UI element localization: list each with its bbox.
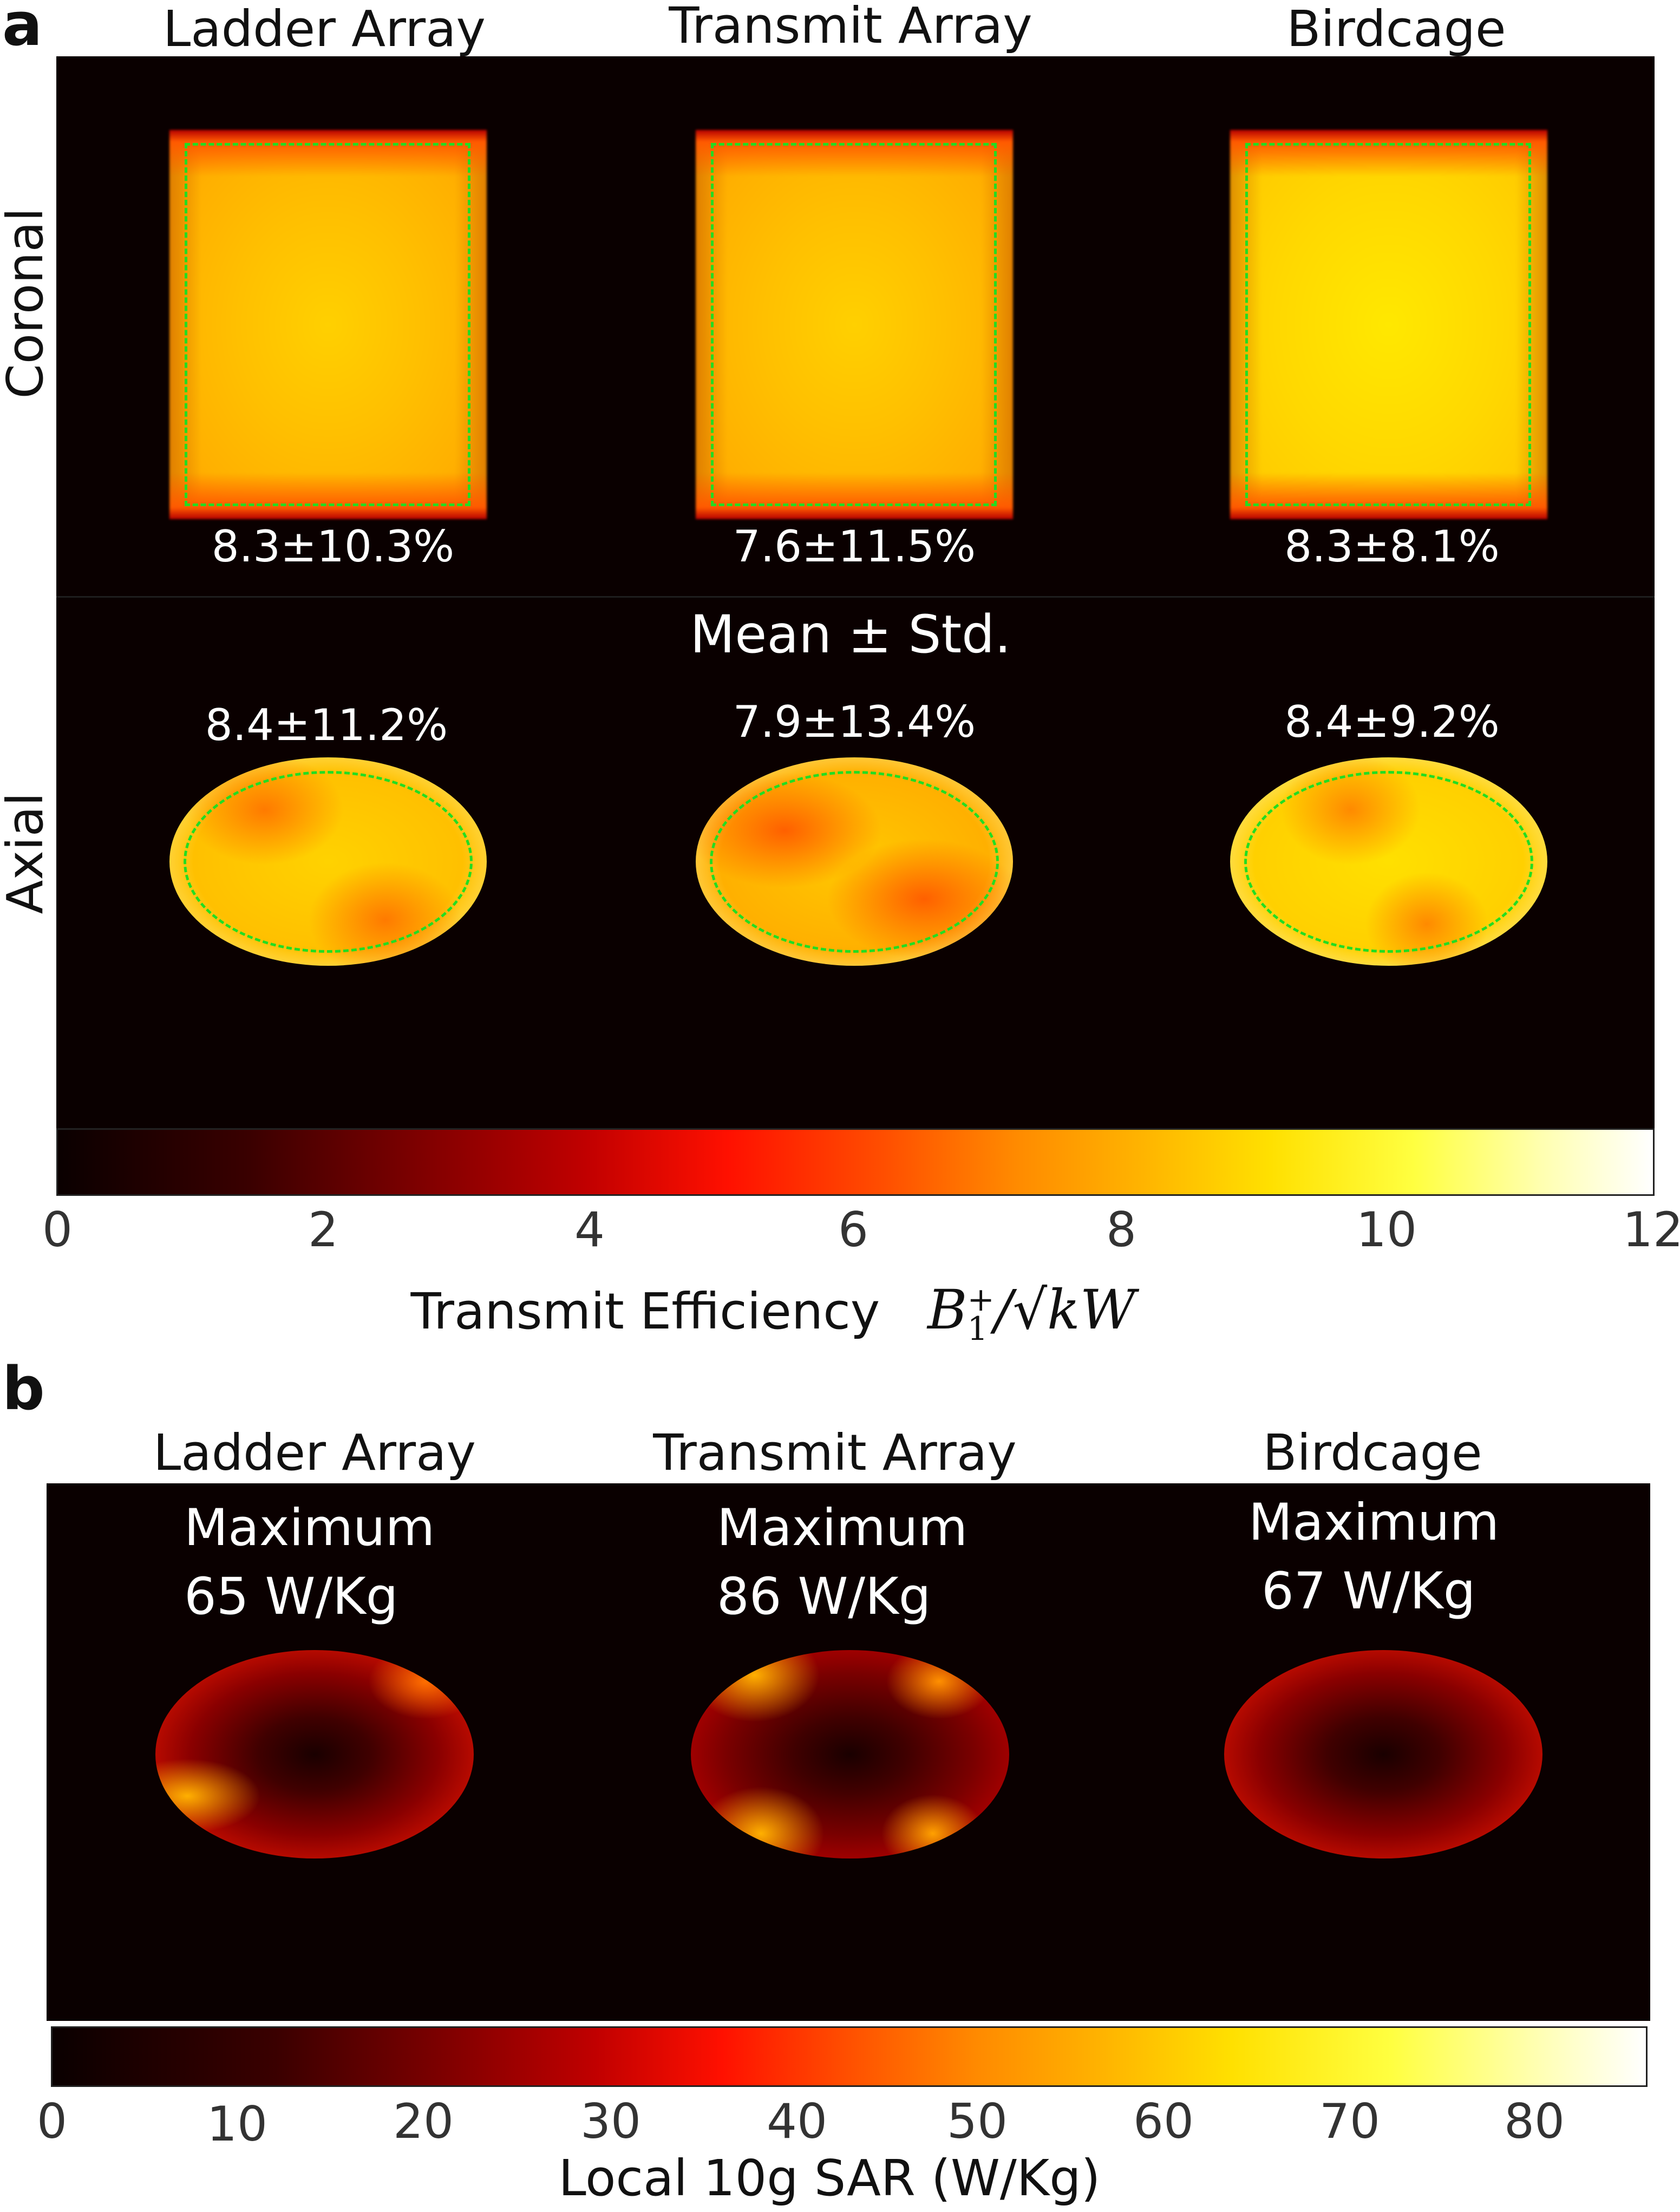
panel-b-label: b bbox=[2, 1354, 45, 1423]
tick-label: 60 bbox=[1133, 2093, 1194, 2149]
tick-label: 6 bbox=[838, 1202, 868, 1258]
math-rest: /√kW bbox=[994, 1278, 1136, 1341]
tick-label: 0 bbox=[42, 1202, 73, 1258]
panel-a-label: a bbox=[2, 0, 43, 59]
tick-label: 30 bbox=[580, 2093, 641, 2149]
column-title-birdcage: Birdcage bbox=[1286, 0, 1506, 58]
colorbar-efficiency bbox=[56, 1128, 1655, 1196]
row-divider bbox=[56, 596, 1655, 598]
mean-std-note: Mean ± Std. bbox=[690, 604, 1011, 665]
panel-b-image-area: Maximum 65 W/Kg Maximum 86 W/Kg Maximum 67 … bbox=[47, 1483, 1650, 2021]
coronal-value-transmit: 7.6±11.5% bbox=[733, 521, 976, 572]
roi-rect-birdcage bbox=[1245, 143, 1531, 506]
math-sup: + bbox=[967, 1281, 995, 1319]
axial-value-ladder: 8.4±11.2% bbox=[205, 700, 448, 750]
colorbar-label-sar: Local 10g SAR (W/Kg) bbox=[558, 2149, 1101, 2207]
sar-map-ladder bbox=[155, 1650, 474, 1858]
tick-label: 10 bbox=[207, 2096, 267, 2152]
column-title-birdcage-b: Birdcage bbox=[1263, 1424, 1482, 1482]
panel-a-image-area: 8.3±10.3% 7.6±11.5% 8.3±8.1% Mean ± Std.… bbox=[56, 56, 1655, 1128]
tick-label: 80 bbox=[1504, 2093, 1565, 2149]
math-b: B bbox=[927, 1278, 968, 1341]
tick-label: 12 bbox=[1623, 1202, 1680, 1258]
coronal-map-ladder bbox=[169, 130, 487, 519]
math-sub: 1 bbox=[967, 1310, 988, 1349]
label-math: B +1/√kW bbox=[927, 1278, 1136, 1349]
maximum-value: 67 W/Kg bbox=[1261, 1561, 1476, 1621]
max-sar-birdcage: Maximum 67 W/Kg bbox=[1248, 1489, 1499, 1626]
colorbar-sar bbox=[51, 2026, 1648, 2087]
max-sar-transmit: Maximum 86 W/Kg bbox=[717, 1494, 968, 1632]
column-title-ladder-b: Ladder Array bbox=[153, 1424, 476, 1482]
label-text: Transmit Efficiency bbox=[410, 1282, 880, 1340]
sar-map-transmit bbox=[691, 1650, 1009, 1858]
roi-ellipse-ladder bbox=[184, 771, 473, 953]
colorbar-label-efficiency: Transmit Efficiency B +1/√kW bbox=[410, 1282, 1135, 1346]
coronal-map-transmit bbox=[696, 130, 1013, 519]
column-title-ladder: Ladder Array bbox=[163, 0, 486, 58]
coronal-value-ladder: 8.3±10.3% bbox=[211, 521, 455, 572]
maximum-label: Maximum bbox=[1248, 1493, 1500, 1552]
row-label-axial: Axial bbox=[0, 792, 54, 914]
coronal-value-birdcage: 8.3±8.1% bbox=[1284, 521, 1500, 572]
max-sar-ladder: Maximum 65 W/Kg bbox=[184, 1494, 435, 1632]
roi-ellipse-birdcage bbox=[1244, 771, 1533, 953]
sar-map-birdcage bbox=[1224, 1650, 1542, 1858]
roi-rect-ladder bbox=[185, 143, 470, 506]
tick-label: 70 bbox=[1319, 2093, 1380, 2149]
maximum-value: 86 W/Kg bbox=[717, 1567, 931, 1626]
tick-label: 40 bbox=[767, 2093, 827, 2149]
roi-ellipse-transmit bbox=[710, 771, 999, 953]
tick-label: 10 bbox=[1356, 1202, 1417, 1258]
row-label-coronal: Coronal bbox=[0, 207, 54, 399]
tick-label: 20 bbox=[393, 2093, 454, 2149]
tick-label: 8 bbox=[1106, 1202, 1136, 1258]
tick-label: 50 bbox=[947, 2093, 1008, 2149]
tick-label: 0 bbox=[37, 2093, 67, 2149]
axial-value-transmit: 7.9±13.4% bbox=[733, 697, 976, 747]
tick-label: 4 bbox=[574, 1202, 605, 1258]
maximum-label: Maximum bbox=[717, 1498, 968, 1557]
roi-rect-transmit bbox=[711, 143, 997, 506]
axial-value-birdcage: 8.4±9.2% bbox=[1284, 697, 1500, 747]
coronal-map-birdcage bbox=[1230, 130, 1547, 519]
tick-label: 2 bbox=[308, 1202, 338, 1258]
maximum-value: 65 W/Kg bbox=[184, 1567, 398, 1626]
column-title-transmit-b: Transmit Array bbox=[653, 1424, 1017, 1482]
maximum-label: Maximum bbox=[184, 1498, 435, 1557]
column-title-transmit: Transmit Array bbox=[669, 0, 1032, 55]
